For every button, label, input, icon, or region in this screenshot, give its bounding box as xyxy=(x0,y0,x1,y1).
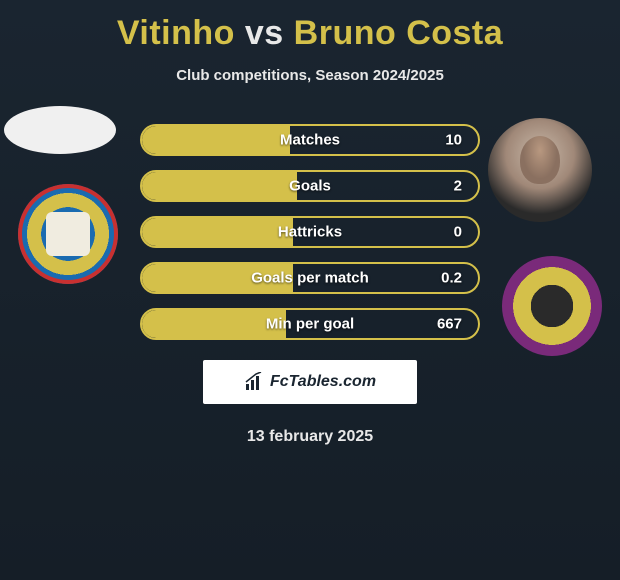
stat-value: 0 xyxy=(454,224,462,241)
stat-value: 667 xyxy=(437,316,462,333)
stat-bar: Goals 2 xyxy=(140,170,480,202)
stat-label: Hattricks xyxy=(142,224,478,241)
site-logo-text: FcTables.com xyxy=(270,373,376,391)
player2-name: Bruno Costa xyxy=(294,14,504,52)
stat-value: 10 xyxy=(445,132,462,149)
player1-club-badge xyxy=(18,184,118,284)
stat-value: 2 xyxy=(454,178,462,195)
stat-bar: Matches 10 xyxy=(140,124,480,156)
stat-label: Goals per match xyxy=(142,270,478,287)
player2-club-badge xyxy=(502,256,602,356)
vs-text: vs xyxy=(245,14,284,52)
stat-label: Matches xyxy=(142,132,478,149)
snapshot-date: 13 february 2025 xyxy=(0,428,620,446)
stat-bar: Hattricks 0 xyxy=(140,216,480,248)
stat-bar: Min per goal 667 xyxy=(140,308,480,340)
stat-value: 0.2 xyxy=(441,270,462,287)
stat-label: Min per goal xyxy=(142,316,478,333)
stat-bar: Goals per match 0.2 xyxy=(140,262,480,294)
bar-chart-icon xyxy=(244,372,264,392)
comparison-title: Vitinho vs Bruno Costa xyxy=(0,0,620,53)
player2-avatar xyxy=(488,118,592,222)
stats-bars: Matches 10 Goals 2 Hattricks 0 Goals per… xyxy=(140,124,480,340)
player1-name: Vitinho xyxy=(117,14,235,52)
player1-avatar xyxy=(4,106,116,154)
content-area: Matches 10 Goals 2 Hattricks 0 Goals per… xyxy=(0,124,620,446)
stat-label: Goals xyxy=(142,178,478,195)
site-logo-box: FcTables.com xyxy=(203,360,417,404)
competition-subtitle: Club competitions, Season 2024/2025 xyxy=(0,67,620,84)
